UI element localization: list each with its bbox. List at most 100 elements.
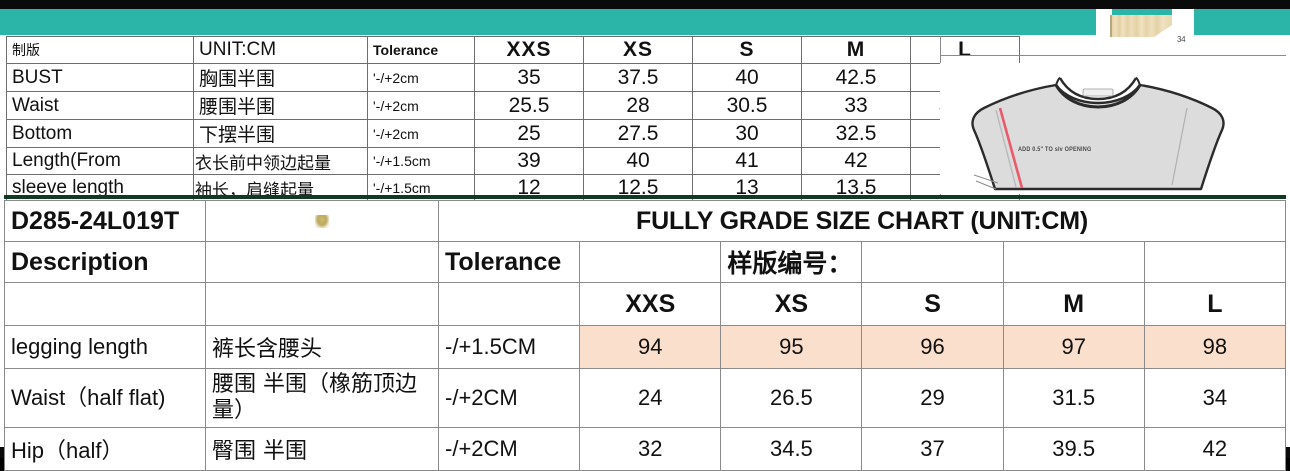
cell-value-m: 42 [801, 147, 911, 175]
measure-value-s: 29 [861, 368, 1004, 428]
tolerance-header: Tolerance [437, 241, 581, 283]
measure-value-l: 42 [1143, 427, 1287, 471]
measure-value-xxs: 94 [579, 325, 722, 369]
table-row: Hip（half） 臀围 半围 -/+2CM 32 34.5 37 39.5 4… [4, 427, 1287, 471]
measure-value-xxs: 32 [579, 427, 722, 471]
cell-value-xs: 40 [583, 147, 693, 175]
cell-measure-label: Bottom [6, 119, 194, 148]
measure-label-cn: 裤长含腰头 [205, 325, 439, 369]
cell-value-xs: 28 [583, 91, 693, 120]
cell-value-xxs: 25.5 [474, 91, 584, 120]
sketch-annotation: ADD 0.5" TO slv OPENING [1018, 146, 1092, 154]
cell-value-m: 32.5 [801, 119, 911, 148]
table-row: D285-24L019T FULLY GRADE SIZE CHART (UNI… [4, 200, 1286, 242]
measure-value-m: 97 [1002, 325, 1145, 369]
cell-value-m: 42.5 [801, 63, 911, 92]
cell-measure-label-cn: 胸围半围 [193, 63, 368, 92]
style-code-cell: D285-24L019T [4, 200, 206, 242]
measure-value-m: 31.5 [1002, 368, 1145, 428]
cell-value-xs: 27.5 [583, 119, 693, 148]
banner-gap-left [1096, 9, 1112, 35]
measure-label: Waist（half flat) [4, 368, 206, 428]
measure-label-cn: 臀围 半围 [205, 427, 439, 471]
table-row: Length(From 衣长前中领边起量 '-/+1.5cm 39 40 41 … [6, 147, 1020, 175]
cell-pattern-label: 制版 [6, 36, 194, 64]
table-row: Waist 腰围半围 '-/+2cm 25.5 28 30.5 33 35.50 [6, 91, 1020, 120]
cell-measure-label: Length(From [6, 147, 194, 175]
measure-tolerance: -/+1.5CM [437, 325, 581, 369]
cell-value-xxs: 25 [474, 119, 584, 148]
table-row: legging length 裤长含腰头 -/+1.5CM 94 95 96 9… [4, 325, 1287, 369]
measure-tolerance: -/+2CM [437, 427, 581, 471]
size-header-xxs: XXS [579, 282, 722, 326]
measure-value-xs: 26.5 [720, 368, 863, 428]
size-header-xs: XS [720, 282, 863, 326]
sample-spec-table: 制版 UNIT:CM Tolerance XXS XS S M L BUST 胸… [6, 36, 1020, 202]
garment-sketch: ADD 0.5" TO slv OPENING [940, 63, 1286, 194]
cell-value-m: 33 [801, 91, 911, 120]
size-header-m: M [1002, 282, 1145, 326]
sizes-row-blank-cn [205, 282, 439, 326]
measure-value-s: 96 [861, 325, 1004, 369]
measure-value-l: 34 [1143, 368, 1287, 428]
measure-value-l: 98 [1143, 325, 1287, 369]
cell-value-s: 30.5 [692, 91, 802, 120]
sizes-row-blank-tol [437, 282, 581, 326]
measure-label-cn: 腰围 半围（橡筋顶边量） [205, 368, 439, 428]
tshirt-flat-sketch [971, 77, 1225, 191]
fabric-thumbnail-label: 34 [1177, 35, 1186, 44]
cell-measure-label-cn: 腰围半围 [193, 91, 368, 120]
cell-measure-label-cn: 下摆半围 [193, 119, 368, 148]
fabric-thumbnail [1110, 15, 1172, 37]
fully-grade-size-chart: D285-24L019T FULLY GRADE SIZE CHART (UNI… [4, 200, 1287, 471]
description-header-blank [205, 241, 439, 283]
table-row: 制版 UNIT:CM Tolerance XXS XS S M L [6, 36, 1020, 64]
cell-measure-label: Waist [6, 91, 194, 120]
teal-banner [0, 9, 1290, 35]
table-row: XXS XS S M L [4, 282, 1287, 326]
measure-tolerance: -/+2CM [437, 368, 581, 428]
spec-sheet: 34 制版 UNIT:CM Tolerance XXS XS S M L BUS… [0, 9, 1290, 471]
measure-label-text: Waist（half flat) [11, 385, 166, 410]
header-blank-m [1002, 241, 1145, 283]
table-row: Description Tolerance 样版编号： [4, 241, 1287, 283]
cell-measure-label: BUST [6, 63, 194, 92]
cell-value-s: 41 [692, 147, 802, 175]
measure-value-m: 39.5 [1002, 427, 1145, 471]
cell-tolerance: '-/+1.5cm [367, 147, 475, 175]
cell-size-xs: XS [583, 36, 693, 64]
cell-value-s: 40 [692, 63, 802, 92]
cell-value-xxs: 39 [474, 147, 584, 175]
cell-size-xxs: XXS [474, 36, 584, 64]
cell-size-m: M [801, 36, 911, 64]
table-row: Waist（half flat) 腰围 半围（橡筋顶边量） -/+2CM 24 … [4, 368, 1287, 428]
measure-label: Hip（half） [4, 427, 206, 471]
measure-label: legging length [4, 325, 206, 369]
cell-unit: UNIT:CM [193, 36, 368, 64]
sketch-divider-top [940, 55, 1286, 56]
cell-tolerance: '-/+2cm [367, 63, 475, 92]
size-header-s: S [861, 282, 1004, 326]
cell-tolerance: '-/+2cm [367, 91, 475, 120]
cell-tolerance: '-/+2cm [367, 119, 475, 148]
measure-value-s: 37 [861, 427, 1004, 471]
table-row: Bottom 下摆半围 '-/+2cm 25 27.5 30 32.5 35 [6, 119, 1020, 148]
description-header: Description [4, 241, 206, 283]
measure-value-xs: 34.5 [720, 427, 863, 471]
measure-value-xs: 95 [720, 325, 863, 369]
cell-size-l: L [910, 36, 1020, 64]
header-blank-s [861, 241, 1004, 283]
garment-mini-icon [315, 215, 329, 229]
header-blank-l [1143, 241, 1287, 283]
size-header-l: L [1143, 282, 1287, 326]
cell-size-s: S [692, 36, 802, 64]
table-row: BUST 胸围半围 '-/+2cm 35 37.5 40 42.5 45 [6, 63, 1020, 92]
section-divider [4, 195, 1286, 199]
measure-value-xxs: 24 [579, 368, 722, 428]
top-black-border [0, 0, 1290, 9]
style-thumbnail-cell [205, 200, 439, 242]
chart-title: FULLY GRADE SIZE CHART (UNIT:CM) [438, 200, 1286, 242]
measure-label-cn-text: 腰围 半围（橡筋顶边量） [212, 372, 417, 423]
cell-tolerance-header: Tolerance [367, 36, 475, 64]
